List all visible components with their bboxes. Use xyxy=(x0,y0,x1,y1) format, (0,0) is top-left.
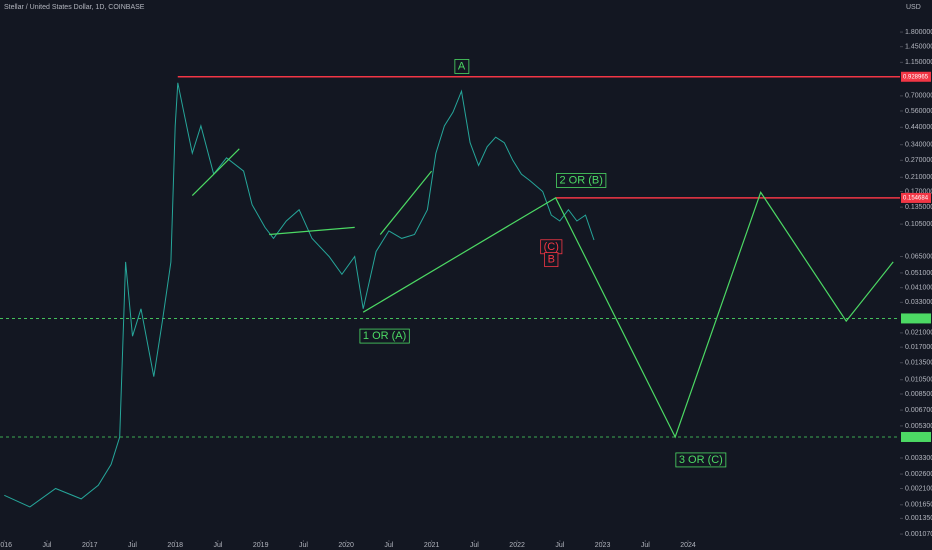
price-line xyxy=(4,82,595,508)
level-tag xyxy=(901,192,931,203)
y-tick-label: 0.560000 xyxy=(905,108,932,115)
y-tick-label: 0.065000 xyxy=(905,253,932,260)
y-tick-label: 0.440000 xyxy=(905,124,932,131)
x-tick-label: Jul xyxy=(384,542,393,549)
y-tick-label: 0.210000 xyxy=(905,174,932,181)
y-tick-label: 0.001070 xyxy=(905,531,932,538)
y-tick-label: 1.800000 xyxy=(905,29,932,36)
annotation-box xyxy=(556,173,607,188)
y-tick-label: 0.105000 xyxy=(905,221,932,228)
x-tick-label: Jul xyxy=(641,542,650,549)
y-tick-label: 0.041000 xyxy=(905,285,932,292)
y-tick-label: 0.051000 xyxy=(905,270,932,277)
y-tick-label: 0.021000 xyxy=(905,330,932,337)
y-tick-label: 0.001650 xyxy=(905,502,932,509)
x-tick-label: 2018 xyxy=(167,542,183,549)
y-tick-label: 0.006700 xyxy=(905,407,932,414)
x-tick-label: 2019 xyxy=(253,542,269,549)
y-tick-label: 0.033000 xyxy=(905,299,932,306)
y-tick-label: 0.017000 xyxy=(905,344,932,351)
y-tick-label: 1.150000 xyxy=(905,59,932,66)
annotation-box xyxy=(675,452,727,468)
y-tick-label: 0.013500 xyxy=(905,360,932,367)
x-tick-label: 2023 xyxy=(595,542,611,549)
wave-line xyxy=(191,148,240,197)
annotation: (C) xyxy=(544,241,559,253)
level-label: 0.928965 xyxy=(903,74,929,80)
y-tick-label: 0.003300 xyxy=(905,455,932,462)
level-tag xyxy=(901,431,931,442)
x-tick-label: Jul xyxy=(43,542,52,549)
wave-line xyxy=(362,190,894,439)
y-tick-label: 0.001350 xyxy=(905,515,932,522)
y-tick-label: 0.008500 xyxy=(905,391,932,398)
x-tick-label: 2024 xyxy=(680,542,696,549)
level-tag xyxy=(901,313,931,324)
y-tick-label: 1.450000 xyxy=(905,44,932,51)
annotation-box xyxy=(454,59,470,74)
annotation: A xyxy=(458,60,466,72)
y-tick-label: 0.010500 xyxy=(905,377,932,384)
x-tick-label: Jul xyxy=(128,542,137,549)
x-tick-label: 2020 xyxy=(338,542,354,549)
x-tick-label: 2021 xyxy=(424,542,440,549)
y-tick-label: 0.340000 xyxy=(905,142,932,149)
x-tick-label: Jul xyxy=(555,542,564,549)
y-tick-label: 0.700000 xyxy=(905,93,932,100)
y-tick-label: 0.170000 xyxy=(905,188,932,195)
level-tag xyxy=(901,71,931,82)
wave-line xyxy=(379,170,433,235)
annotation: 1 OR (A) xyxy=(363,330,406,342)
annotation: 2 OR (B) xyxy=(559,174,602,186)
annotation: B xyxy=(548,254,555,266)
level-label: 0.154684 xyxy=(903,196,929,202)
x-tick-label: Jul xyxy=(470,542,479,549)
y-tick-label: 0.270000 xyxy=(905,157,932,164)
annotation: 3 OR (C) xyxy=(679,454,723,466)
y-tick-label: 0.002100 xyxy=(905,485,932,492)
price-axis xyxy=(900,0,932,550)
x-tick-label: 2022 xyxy=(509,542,525,549)
y-axis-label: USD xyxy=(906,4,921,11)
y-tick-label: 0.135000 xyxy=(905,204,932,211)
y-tick-label: 0.005300 xyxy=(905,423,932,430)
annotation-box xyxy=(359,328,410,344)
y-tick-label: 0.002600 xyxy=(905,471,932,478)
chart-title: Stellar / United States Dollar, 1D, COIN… xyxy=(4,4,145,11)
annotation-box xyxy=(544,252,559,268)
x-tick-label: Jul xyxy=(299,542,308,549)
wave-line xyxy=(269,226,355,236)
x-tick-label: 2017 xyxy=(82,542,98,549)
x-tick-label: Jul xyxy=(213,542,222,549)
x-tick-label: 2016 xyxy=(0,542,12,549)
